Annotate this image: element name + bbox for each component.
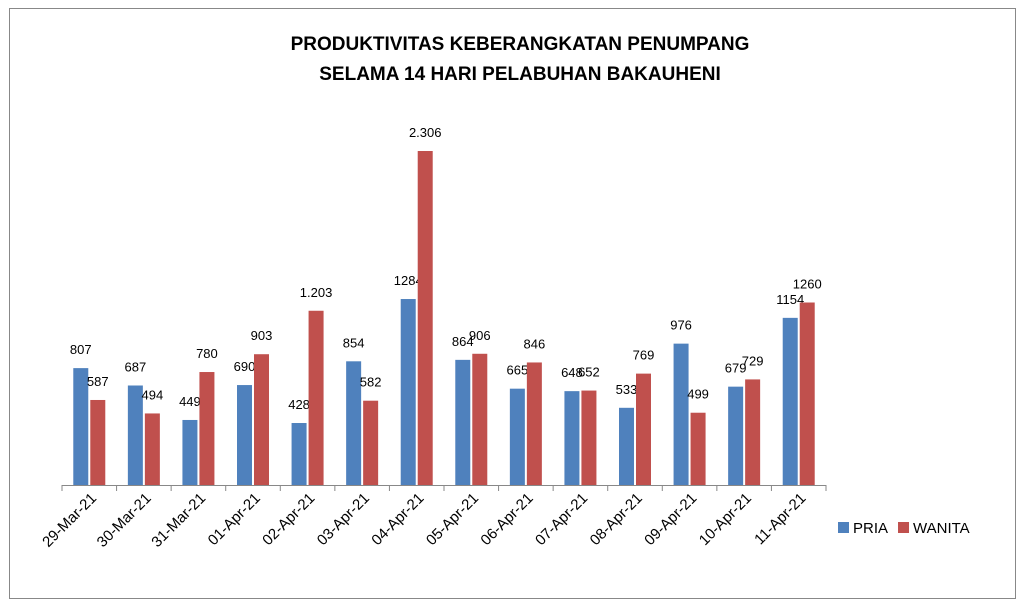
- bar: [799, 302, 815, 485]
- x-tick-label: 11-Apr-21: [751, 490, 809, 548]
- data-label: 2.306: [409, 125, 442, 140]
- data-label: 807: [70, 342, 92, 357]
- bar: [472, 353, 488, 485]
- data-label: 1.203: [300, 285, 333, 300]
- bar: [90, 399, 106, 485]
- data-label: 587: [87, 374, 109, 389]
- x-tick-label: 09-Apr-21: [641, 490, 700, 549]
- data-label: 1260: [793, 277, 822, 292]
- bar: [690, 412, 706, 485]
- bar: [308, 310, 324, 485]
- data-label: 652: [578, 365, 600, 380]
- data-label: 679: [725, 361, 747, 376]
- bar: [73, 368, 89, 485]
- x-tick-label: 10-Apr-21: [696, 490, 755, 549]
- data-label: 665: [507, 363, 529, 378]
- data-label: 499: [687, 387, 709, 402]
- data-label: 494: [142, 387, 164, 402]
- bar: [728, 386, 744, 485]
- data-label: 1154: [776, 292, 804, 307]
- x-tick-label: 01-Apr-21: [205, 490, 264, 549]
- bar: [455, 359, 471, 485]
- bar: [619, 407, 634, 485]
- bar: [526, 362, 542, 485]
- bar: [509, 388, 525, 485]
- x-tick-label: 03-Apr-21: [314, 490, 373, 549]
- bar: [346, 361, 362, 485]
- data-label: 428: [288, 397, 310, 412]
- data-label: 903: [251, 328, 273, 343]
- bar: [199, 372, 215, 485]
- x-tick-label: 29-Mar-21: [39, 490, 100, 551]
- data-label: 769: [633, 348, 655, 363]
- data-label: 690: [234, 359, 256, 374]
- data-label: 1284: [394, 273, 423, 288]
- x-tick-label: 30-Mar-21: [94, 490, 155, 551]
- bar: [400, 299, 416, 485]
- legend-swatch: [898, 522, 910, 533]
- bar: [182, 419, 198, 485]
- x-tick-label: 05-Apr-21: [423, 490, 482, 549]
- bar: [144, 413, 160, 485]
- data-label: 582: [360, 375, 382, 390]
- bar: [564, 391, 580, 485]
- legend-label: WANITA: [913, 520, 970, 537]
- chart-title: PRODUKTIVITAS KEBERANGKATAN PENUMPANG: [291, 34, 750, 55]
- data-label: 780: [196, 346, 218, 361]
- bar: [254, 354, 269, 485]
- x-tick-label: 07-Apr-21: [532, 490, 591, 549]
- data-label: 687: [125, 359, 147, 374]
- chart-title: SELAMA 14 HARI PELABUHAN BAKAUHENI: [319, 64, 721, 85]
- bar: [581, 390, 597, 485]
- bar: [673, 343, 689, 485]
- data-label: 976: [670, 318, 692, 333]
- legend-label: PRIA: [853, 520, 888, 537]
- legend-swatch: [838, 522, 849, 533]
- bar: [291, 423, 307, 485]
- bar: [417, 151, 433, 485]
- bar: [745, 379, 761, 485]
- x-tick-label: 06-Apr-21: [477, 490, 536, 549]
- data-label: 449: [179, 394, 201, 409]
- data-label: 864: [452, 334, 474, 349]
- bar: [636, 373, 651, 485]
- x-tick-label: 31-Mar-21: [148, 490, 209, 551]
- data-label: 648: [561, 365, 583, 380]
- x-tick-label: 02-Apr-21: [259, 490, 318, 549]
- data-label: 906: [469, 328, 491, 343]
- x-tick-label: 08-Apr-21: [587, 490, 646, 549]
- bar: [127, 385, 143, 485]
- x-tick-label: 04-Apr-21: [368, 490, 427, 549]
- data-label: 533: [616, 382, 638, 397]
- data-label: 846: [524, 336, 546, 351]
- bar: [237, 385, 252, 485]
- data-label: 729: [742, 353, 764, 368]
- bar: [782, 317, 798, 485]
- data-label: 854: [343, 335, 365, 350]
- bar: [363, 400, 379, 485]
